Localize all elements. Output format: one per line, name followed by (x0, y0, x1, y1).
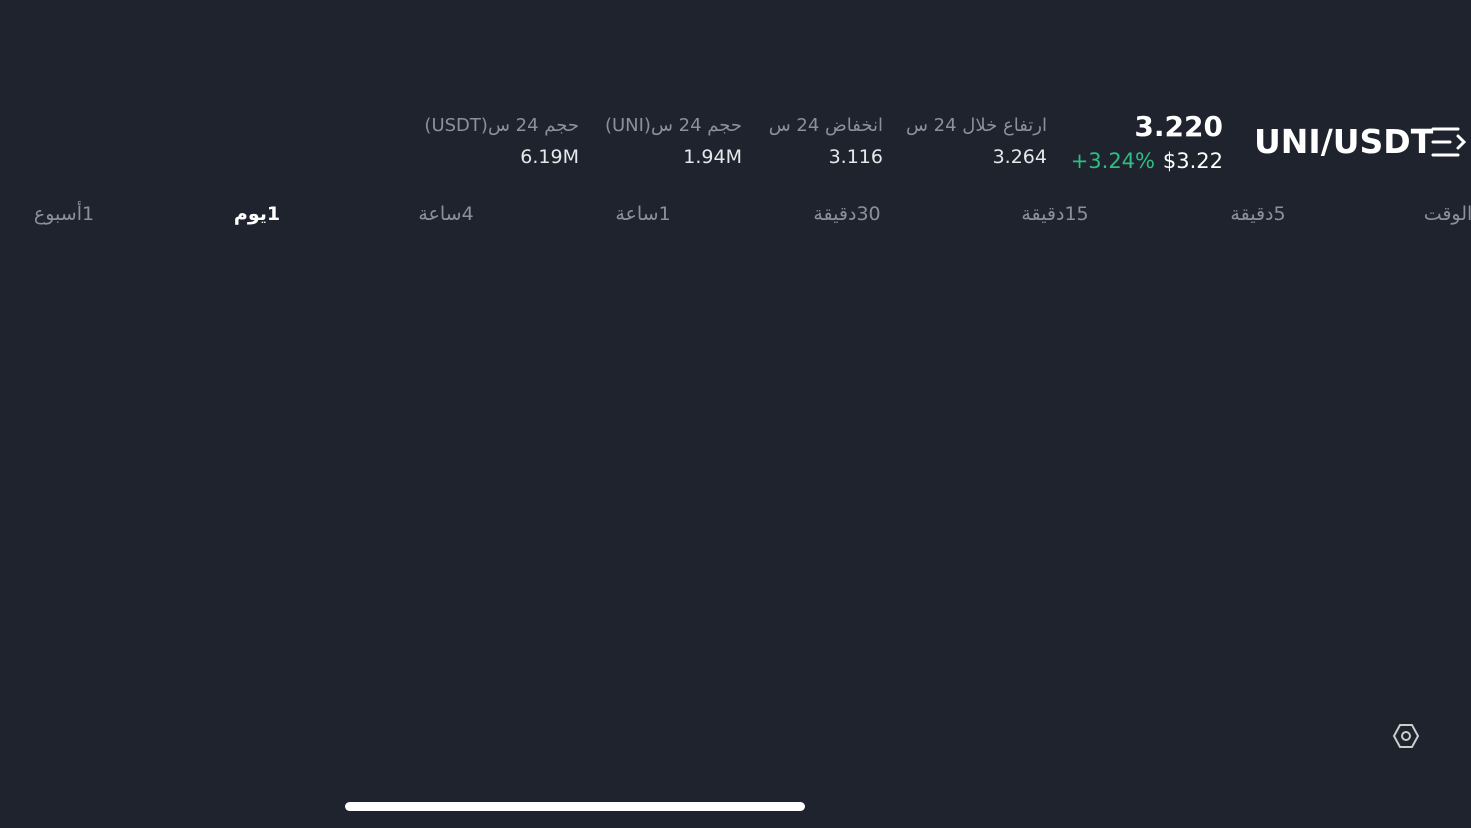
timeframe-tab[interactable]: 1يوم (233, 203, 281, 225)
price-usd: $3.22 (1162, 149, 1223, 173)
last-price: 3.220 (1134, 110, 1223, 143)
price-change: +3.24% (1070, 149, 1155, 173)
timeframe-tab[interactable]: 1ساعة (615, 203, 671, 225)
pair[interactable]: UNI/USDT (1254, 122, 1434, 161)
timeframe-tab[interactable]: 30دقيقة (813, 203, 881, 225)
home-indicator (345, 802, 805, 811)
menu-icon[interactable] (1431, 127, 1467, 157)
stat-value: 1.94M (683, 146, 742, 168)
timeframe-tab[interactable]: الوقت (1423, 203, 1471, 225)
settings-icon[interactable] (1392, 724, 1420, 748)
stat-label: ارتفاع خلال 24 س (905, 115, 1047, 136)
timeframe-tab[interactable]: 1أسبوع (33, 203, 95, 225)
stat-label: حجم 24 س(UNI) (604, 115, 742, 136)
stat-value: 6.19M (520, 146, 579, 168)
stat-value: 3.116 (828, 146, 883, 168)
stat-label: حجم 24 س(USDT) (424, 115, 579, 136)
stat-value: 3.264 (992, 146, 1047, 168)
timeframe-tab[interactable]: 15دقيقة (1021, 203, 1089, 225)
timeframe-tab[interactable]: 4ساعة (418, 203, 474, 225)
stat-label: انخفاض 24 س (768, 115, 883, 136)
timeframe-tab[interactable]: 5دقيقة (1230, 203, 1286, 225)
